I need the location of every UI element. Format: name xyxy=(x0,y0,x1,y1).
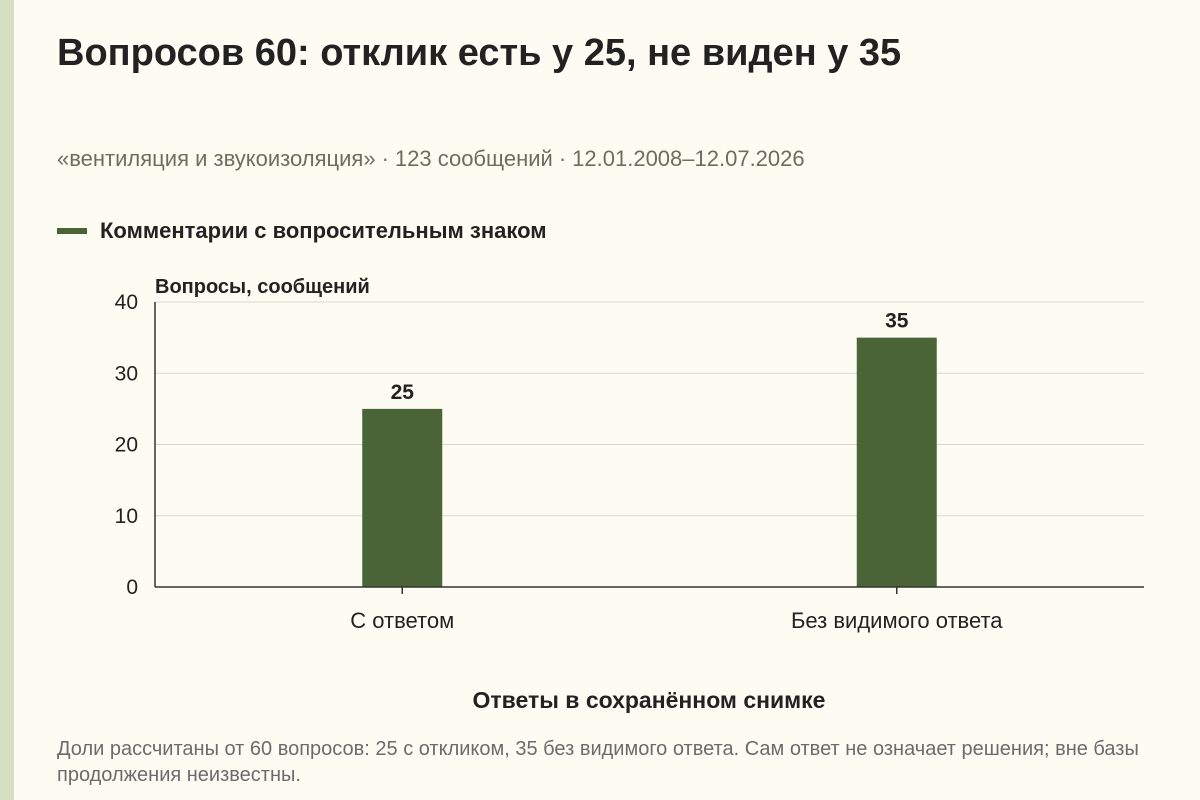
legend-label: Комментарии с вопросительным знаком xyxy=(100,218,547,243)
y-tick-label: 0 xyxy=(126,576,138,599)
x-tick-label: Без видимого ответа xyxy=(791,608,1003,633)
chart-subtitle: «вентиляция и звукоизоляция» · 123 сообщен… xyxy=(57,146,805,172)
bar-chart: 0 10 20 30 40 Вопросы, сообщений 25 С ответом 35… xyxy=(115,276,1144,713)
y-tick-label: 10 xyxy=(115,505,138,528)
bar xyxy=(362,408,443,587)
x-axis-label: Ответы в сохранённом снимке xyxy=(473,687,826,713)
bar xyxy=(856,337,937,587)
subtitle-period: 12.01.2008–12.07.2026 xyxy=(572,146,805,171)
subtitle-separator: · xyxy=(558,146,567,171)
data-label: 25 xyxy=(391,381,415,404)
y-tick-label: 30 xyxy=(115,362,138,385)
page-title: Вопросов 60: отклик есть у 25, не виден … xyxy=(57,32,902,74)
x-tick-label: С ответом xyxy=(350,608,454,633)
y-axis-label: Вопросы, сообщений xyxy=(155,276,370,298)
y-tick-label: 40 xyxy=(115,291,138,314)
legend-swatch xyxy=(57,228,87,234)
chart-legend: Комментарии с вопросительным знаком xyxy=(57,218,547,244)
left-accent-stripe xyxy=(0,0,14,800)
data-label: 35 xyxy=(885,310,909,333)
subtitle-separator: · xyxy=(381,146,389,171)
subtitle-source: «вентиляция и звукоизоляция» xyxy=(57,146,376,171)
y-tick-label: 20 xyxy=(115,434,138,457)
footnote: Доли рассчитаны от 60 вопросов: 25 с отк… xyxy=(57,738,1139,786)
subtitle-messages: 123 сообщений xyxy=(394,146,553,171)
